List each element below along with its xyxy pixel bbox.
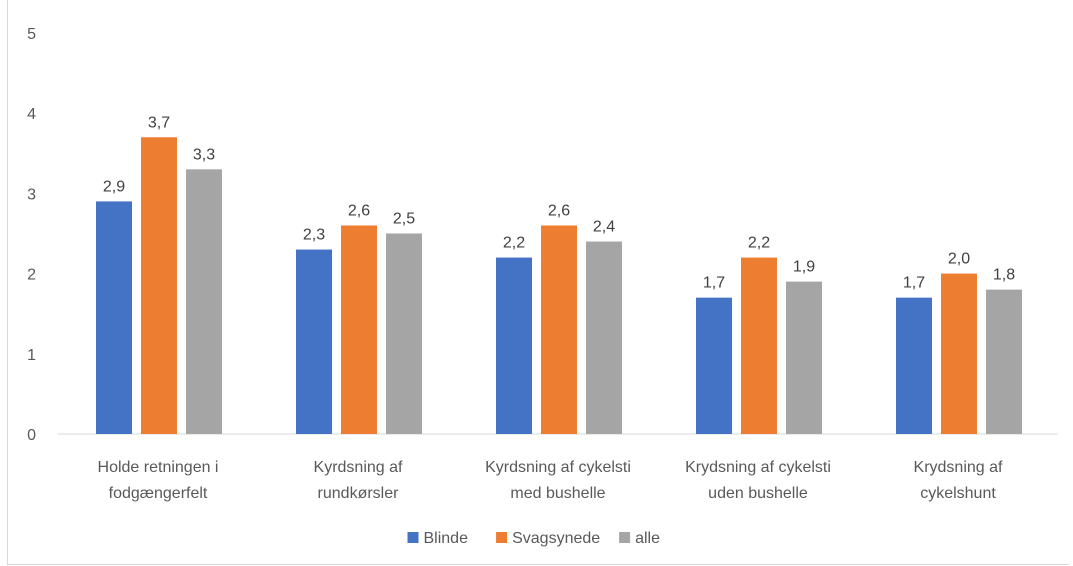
category-label: Krydsning af: [914, 459, 1003, 476]
category-label: fodgængerfelt: [109, 485, 208, 502]
chart-border: [7, 0, 1069, 565]
data-label: 1,7: [703, 275, 725, 292]
bar-alle: [786, 281, 822, 434]
legend-swatch-blinde: [407, 532, 419, 543]
bar-svagsynede: [541, 225, 577, 434]
category-label: Kyrdsning af: [314, 459, 403, 476]
bar-blinde: [496, 257, 532, 434]
bar-svagsynede: [741, 257, 777, 434]
y-tick-label: 3: [27, 186, 36, 203]
y-tick-label: 2: [27, 267, 36, 284]
data-label: 3,3: [193, 146, 215, 163]
data-label: 2,5: [393, 211, 415, 228]
bar-blinde: [96, 201, 132, 434]
legend-label: Svagsynede: [512, 530, 600, 547]
bar-alle: [386, 233, 422, 434]
data-label: 2,3: [303, 227, 325, 244]
data-label: 2,9: [103, 178, 125, 195]
data-label: 1,8: [993, 267, 1015, 284]
category-label: Holde retningen i: [98, 459, 219, 476]
bar-alle: [186, 169, 222, 434]
data-label: 2,6: [348, 202, 370, 219]
bar-blinde: [896, 297, 932, 434]
bar-blinde: [696, 297, 732, 434]
data-label: 2,0: [948, 251, 970, 268]
category-label: rundkørsler: [318, 485, 400, 502]
category-label: uden bushelle: [708, 485, 808, 502]
bar-blinde: [296, 249, 332, 434]
data-label: 3,7: [148, 114, 170, 131]
y-tick-label: 0: [27, 427, 36, 444]
data-label: 1,9: [793, 259, 815, 276]
category-label: Krydsning af cykelsti: [685, 459, 831, 476]
data-label: 2,2: [748, 235, 770, 252]
category-label: Kyrdsning af cykelsti: [485, 459, 631, 476]
legend-label: Blinde: [424, 530, 469, 547]
y-tick-label: 5: [27, 26, 36, 43]
legend-swatch-svagsynede: [496, 532, 508, 543]
data-label: 2,2: [503, 235, 525, 252]
y-tick-label: 4: [27, 106, 36, 123]
y-tick-label: 1: [27, 347, 36, 364]
bar-svagsynede: [341, 225, 377, 434]
data-label: 1,7: [903, 275, 925, 292]
category-label: cykelshunt: [920, 485, 996, 502]
legend-swatch-alle: [619, 532, 631, 543]
bar-svagsynede: [141, 137, 177, 434]
bar-alle: [586, 241, 622, 434]
category-label: med bushelle: [510, 485, 605, 502]
bar-svagsynede: [941, 273, 977, 434]
bar-alle: [986, 289, 1022, 434]
data-label: 2,4: [593, 219, 615, 236]
legend-label: alle: [635, 530, 660, 547]
data-label: 2,6: [548, 202, 570, 219]
